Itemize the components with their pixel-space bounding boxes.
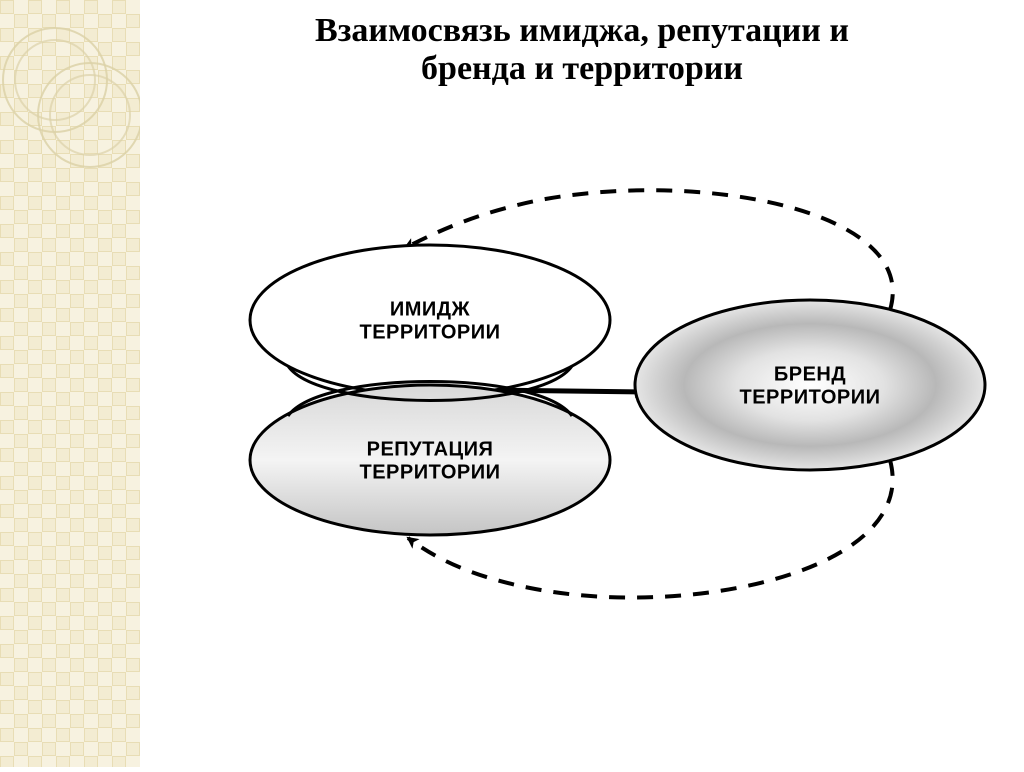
node-brand-label-1: ТЕРРИТОРИИ <box>740 387 881 409</box>
node-brand-label-0: БРЕНД <box>774 364 846 386</box>
title-line-2: бренда и территории <box>140 50 1024 88</box>
decorative-sidebar <box>0 0 140 767</box>
node-image-label-0: ИМИДЖ <box>390 299 471 321</box>
sidebar-pattern <box>0 0 140 767</box>
title-line-1: Взаимосвязь имиджа, репутации и <box>140 12 1024 50</box>
node-reputation-label-0: РЕПУТАЦИЯ <box>367 439 494 461</box>
node-reputation-label-1: ТЕРРИТОРИИ <box>360 462 501 484</box>
page-title: Взаимосвязь имиджа, репутации и бренда и… <box>140 12 1024 88</box>
node-image-label-1: ТЕРРИТОРИИ <box>360 322 501 344</box>
diagram-svg: ИМИДЖТЕРРИТОРИИРЕПУТАЦИЯТЕРРИТОРИИБРЕНДТ… <box>160 120 1000 720</box>
relationship-diagram: ИМИДЖТЕРРИТОРИИРЕПУТАЦИЯТЕРРИТОРИИБРЕНДТ… <box>160 120 1000 720</box>
